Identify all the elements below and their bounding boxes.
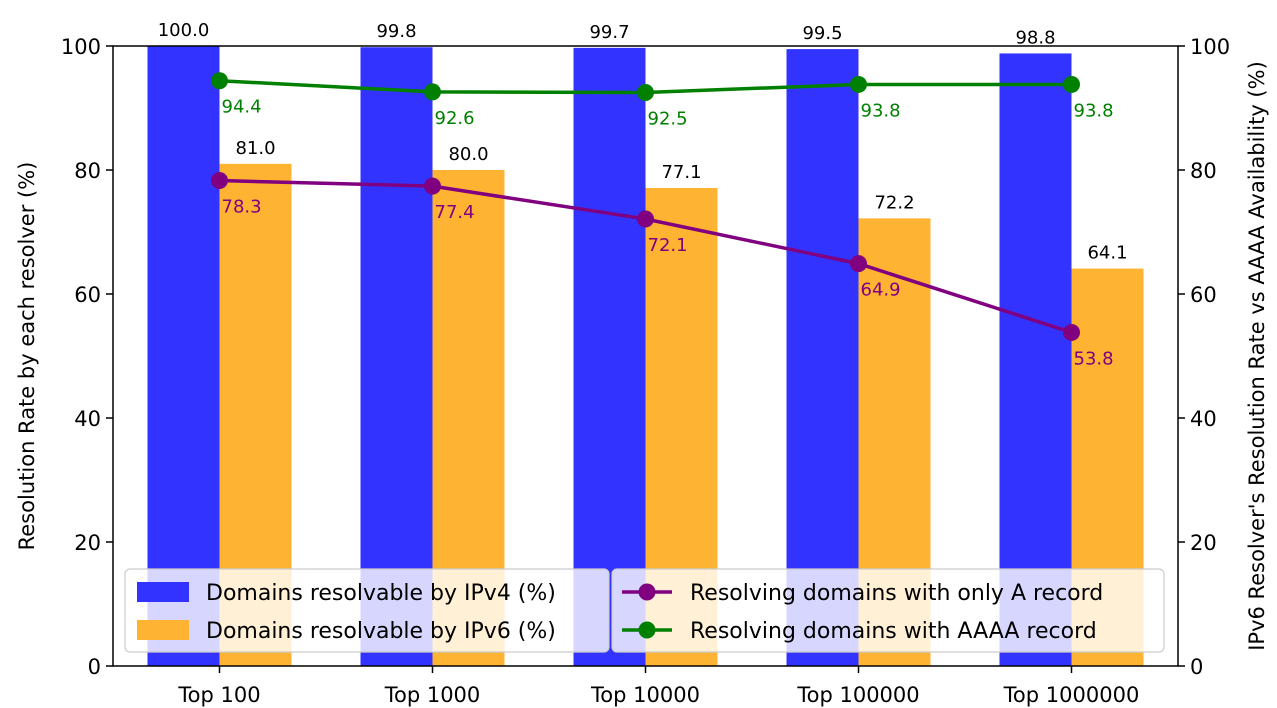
point-label-aaaa-record-2: 92.5	[648, 109, 688, 130]
bar-label-ipv4-2: 99.7	[589, 22, 629, 43]
legend-swatch-ipv4	[137, 582, 189, 602]
bar-ipv4-1	[360, 47, 433, 667]
xtick-label-4: Top 1000000	[1003, 683, 1140, 707]
bar-label-ipv4-0: 100.0	[158, 20, 210, 41]
legend: Domains resolvable by IPv4 (%) Domains re…	[124, 568, 1165, 653]
point-aaaa-record-0	[211, 72, 228, 90]
point-a-record-1	[424, 177, 441, 195]
ytick-right-label-0: 0	[1190, 655, 1203, 679]
bar-label-ipv6-2: 77.1	[661, 162, 701, 183]
bar-label-ipv6-0: 81.0	[235, 138, 275, 159]
bar-label-ipv4-4: 98.8	[1015, 27, 1055, 48]
point-aaaa-record-1	[424, 83, 441, 101]
point-aaaa-record-2	[637, 84, 654, 101]
ylabel-right: IPv6 Resolver's Resolution Rate vs AAAA …	[1245, 61, 1269, 651]
bar-ipv4-0	[147, 46, 220, 666]
point-label-aaaa-record-4: 93.8	[1074, 100, 1114, 121]
bar-label-ipv6-4: 64.1	[1087, 243, 1127, 264]
ytick-right-label-3: 60	[1190, 283, 1217, 307]
ylabel-left: Resolution Rate by each resolver (%)	[15, 162, 39, 551]
point-label-aaaa-record-0: 94.4	[222, 97, 262, 118]
bar-ipv4-2	[573, 47, 646, 667]
point-aaaa-record-3	[850, 75, 867, 93]
point-a-record-0	[211, 172, 228, 190]
bar-label-ipv6-3: 72.2	[874, 192, 914, 213]
xtick-label-3: Top 100000	[796, 683, 919, 707]
point-a-record-3	[850, 255, 867, 273]
xtick-label-2: Top 10000	[590, 683, 700, 707]
bar-label-ipv4-1: 99.8	[376, 21, 416, 42]
legend-label-ipv4: Domains resolvable by IPv4 (%)	[206, 581, 556, 606]
ytick-right-label-1: 20	[1190, 531, 1217, 555]
bar-ipv4-4	[999, 53, 1072, 666]
legend-marker-aaaa-record	[638, 621, 656, 639]
legend-label-a-record: Resolving domains with only A record	[690, 581, 1103, 606]
bar-ipv4-3	[786, 49, 859, 667]
bar-label-ipv6-1: 80.0	[448, 144, 488, 165]
ytick-left-label-2: 40	[74, 407, 101, 431]
ytick-left-label-3: 60	[74, 283, 101, 307]
legend-swatch-ipv6	[137, 620, 189, 640]
ytick-right-label-4: 80	[1190, 159, 1217, 183]
point-a-record-2	[637, 210, 654, 228]
ytick-left-label-4: 80	[74, 159, 101, 183]
legend-lines-box	[611, 568, 1165, 653]
point-label-a-record-2: 72.1	[648, 235, 688, 256]
ytick-left-label-0: 0	[88, 655, 101, 679]
ytick-left-label-1: 20	[74, 531, 101, 555]
axes: 0 20 40 60 80 100 0 20 40 60 80 100 Top 100 Top 1000 T…	[15, 35, 1269, 707]
point-label-a-record-3: 64.9	[861, 280, 901, 301]
legend-label-ipv6: Domains resolvable by IPv6 (%)	[206, 619, 556, 644]
point-label-a-record-1: 77.4	[435, 202, 475, 223]
point-aaaa-record-4	[1063, 75, 1080, 93]
point-label-aaaa-record-3: 93.8	[861, 100, 901, 121]
line-layer: 78.3 77.4 72.1 64.9 53.8 94.4 92.6 92.5 93.8 93.8	[211, 72, 1114, 369]
bar-label-ipv4-3: 99.5	[802, 23, 842, 44]
xtick-label-1: Top 1000	[384, 683, 481, 707]
legend-marker-a-record	[638, 583, 656, 601]
point-label-a-record-4: 53.8	[1074, 348, 1114, 369]
legend-label-aaaa-record: Resolving domains with AAAA record	[690, 619, 1097, 644]
point-label-a-record-0: 78.3	[222, 197, 262, 218]
point-label-aaaa-record-1: 92.6	[435, 108, 475, 129]
xtick-label-0: Top 100	[177, 683, 260, 707]
legend-bars-box	[124, 568, 610, 653]
ytick-right-label-2: 40	[1190, 407, 1217, 431]
point-a-record-4	[1063, 323, 1080, 341]
ytick-left-label-5: 100	[61, 35, 101, 59]
ytick-right-label-5: 100	[1190, 35, 1230, 59]
